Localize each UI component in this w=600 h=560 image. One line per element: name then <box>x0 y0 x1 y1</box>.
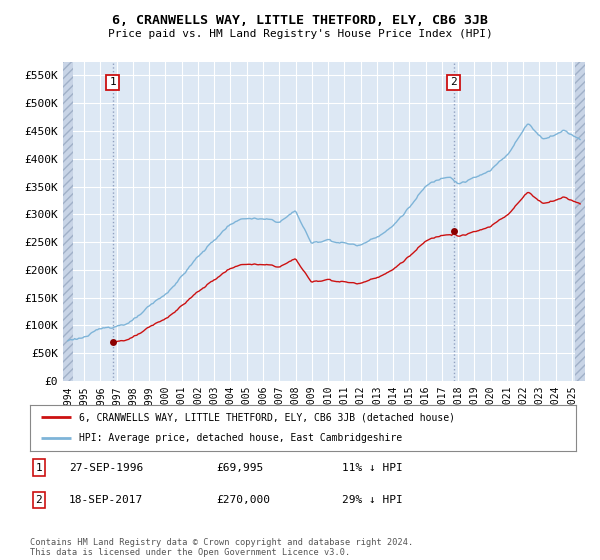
Text: £270,000: £270,000 <box>216 495 270 505</box>
Text: 1: 1 <box>35 463 43 473</box>
Text: 11% ↓ HPI: 11% ↓ HPI <box>342 463 403 473</box>
Text: HPI: Average price, detached house, East Cambridgeshire: HPI: Average price, detached house, East… <box>79 433 402 444</box>
Bar <box>63 62 73 381</box>
Bar <box>575 62 585 381</box>
Text: 6, CRANWELLS WAY, LITTLE THETFORD, ELY, CB6 3JB: 6, CRANWELLS WAY, LITTLE THETFORD, ELY, … <box>112 14 488 27</box>
Text: 1: 1 <box>109 77 116 87</box>
Text: Price paid vs. HM Land Registry's House Price Index (HPI): Price paid vs. HM Land Registry's House … <box>107 29 493 39</box>
Text: 2: 2 <box>450 77 457 87</box>
Text: 6, CRANWELLS WAY, LITTLE THETFORD, ELY, CB6 3JB (detached house): 6, CRANWELLS WAY, LITTLE THETFORD, ELY, … <box>79 412 455 422</box>
Text: 29% ↓ HPI: 29% ↓ HPI <box>342 495 403 505</box>
Text: 27-SEP-1996: 27-SEP-1996 <box>69 463 143 473</box>
Text: Contains HM Land Registry data © Crown copyright and database right 2024.
This d: Contains HM Land Registry data © Crown c… <box>30 538 413 557</box>
Text: 2: 2 <box>35 495 43 505</box>
Text: 18-SEP-2017: 18-SEP-2017 <box>69 495 143 505</box>
Text: £69,995: £69,995 <box>216 463 263 473</box>
